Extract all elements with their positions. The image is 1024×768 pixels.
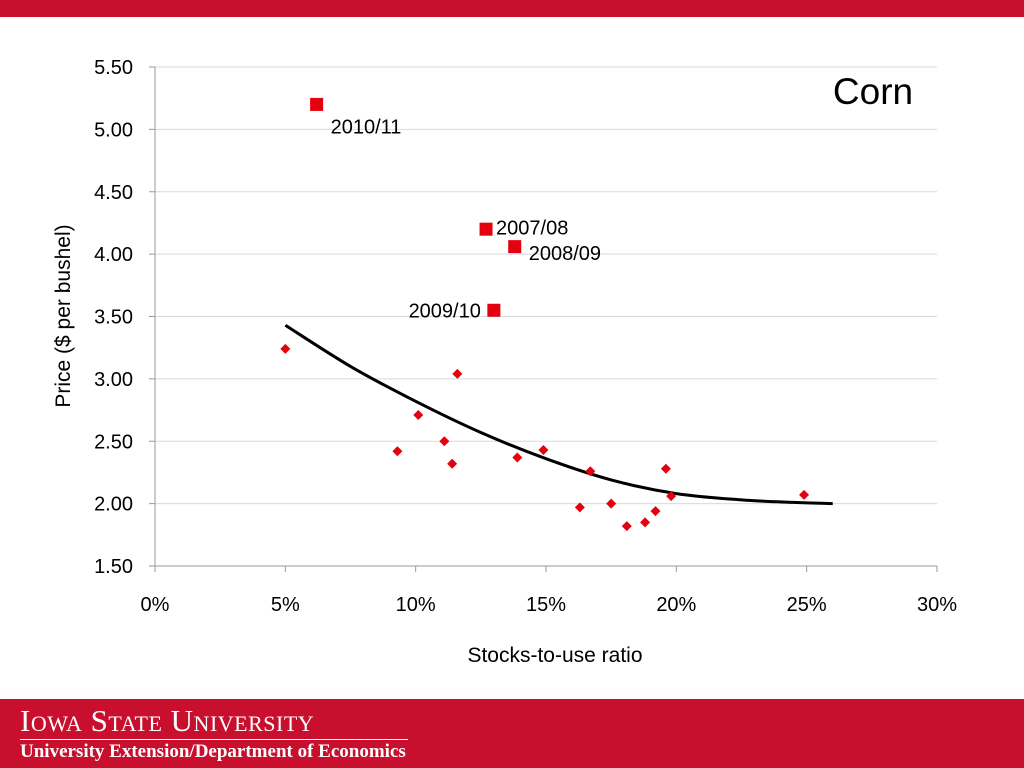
data-point	[666, 491, 677, 502]
data-point	[538, 444, 549, 455]
point-label: 2010/11	[331, 117, 402, 139]
data-point	[439, 436, 450, 447]
y-tick-label: 1.50	[94, 556, 133, 578]
y-tick-label: 2.50	[94, 431, 133, 453]
data-point	[574, 502, 585, 513]
x-tick-label: 0%	[141, 594, 170, 616]
axes	[149, 66, 938, 572]
data-point	[512, 452, 523, 463]
data-point	[447, 458, 458, 469]
data-points	[280, 343, 810, 532]
y-tick-label: 3.50	[94, 307, 133, 329]
y-axis-title: Price ($ per bushel)	[52, 224, 75, 407]
x-axis-title: Stocks-to-use ratio	[467, 644, 642, 667]
highlighted-point	[508, 240, 522, 254]
price-vs-stocks-chart: 1.50 2.00 2.50 3.00 3.50 4.00 4.50 5.00 5.50 0% 5%…	[52, 57, 957, 667]
y-tick-label: 4.00	[94, 244, 133, 266]
y-tick-label: 2.00	[94, 494, 133, 516]
data-point	[799, 489, 810, 500]
y-tick-label: 5.00	[94, 119, 133, 141]
highlighted-point	[479, 222, 493, 236]
data-point	[280, 343, 291, 354]
data-point	[452, 368, 463, 379]
x-tick-label: 25%	[787, 594, 827, 616]
top-accent-bar	[0, 0, 1024, 17]
y-tick-label: 3.00	[94, 369, 133, 391]
chart-title: Corn	[833, 71, 913, 112]
data-point	[660, 463, 671, 474]
data-point	[413, 410, 424, 421]
footer-bar: Iowa State University University Extensi…	[0, 699, 1024, 768]
tick-labels: 1.50 2.00 2.50 3.00 3.50 4.00 4.50 5.00 5.50 0% 5%…	[94, 57, 957, 616]
x-tick-label: 10%	[396, 594, 436, 616]
data-point	[650, 506, 661, 517]
gridlines	[155, 66, 937, 505]
data-point	[585, 466, 596, 477]
x-tick-label: 30%	[917, 594, 957, 616]
data-point	[621, 521, 632, 532]
y-tick-label: 5.50	[94, 57, 133, 79]
university-name: Iowa State University	[20, 703, 315, 738]
highlighted-points: 2010/11 2007/08 2008/09 2009/10	[310, 97, 601, 323]
highlighted-point	[310, 97, 324, 111]
data-point	[392, 446, 403, 457]
trend-line	[284, 323, 833, 506]
data-point	[640, 517, 651, 528]
x-tick-label: 5%	[271, 594, 300, 616]
highlighted-point	[487, 303, 501, 317]
point-label: 2007/08	[496, 217, 568, 239]
data-point	[606, 498, 617, 509]
point-label: 2008/09	[529, 243, 601, 265]
x-tick-label: 15%	[526, 594, 566, 616]
department-name: University Extension/Department of Econo…	[20, 741, 406, 762]
x-tick-label: 20%	[656, 594, 696, 616]
y-tick-label: 4.50	[94, 182, 133, 204]
footer-divider	[20, 739, 408, 740]
point-label: 2009/10	[409, 301, 481, 323]
